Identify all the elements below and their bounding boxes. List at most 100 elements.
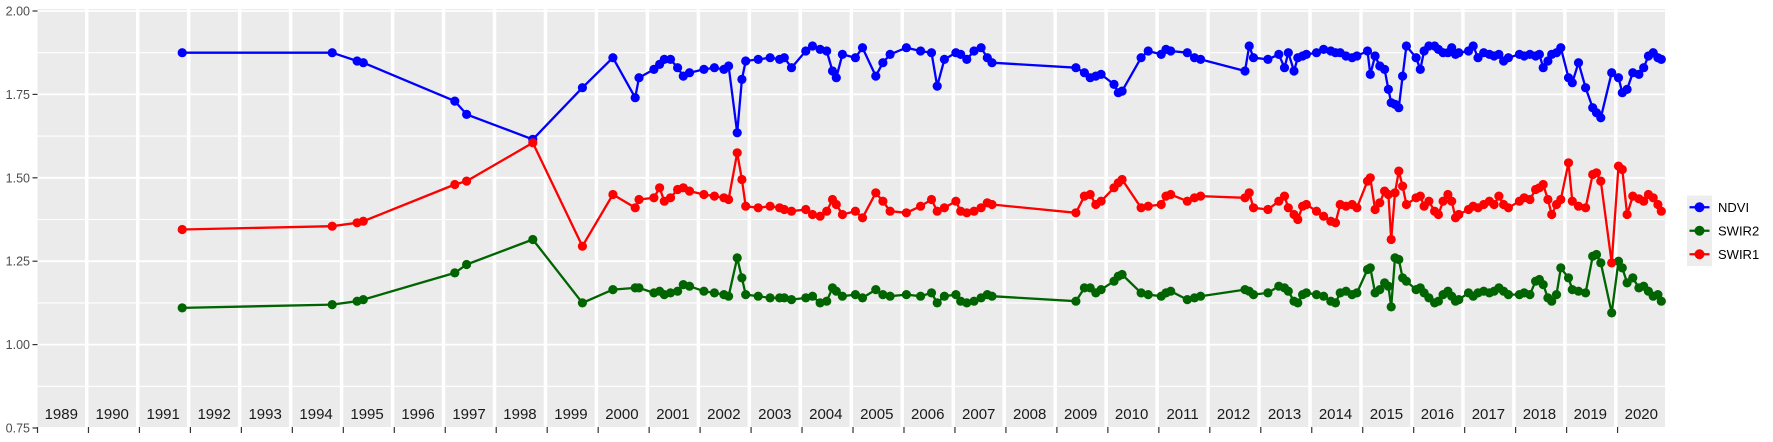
year-strip-label: 2011 xyxy=(1166,406,1198,423)
data-point-SWIR2 xyxy=(1375,285,1385,295)
data-point-SWIR1 xyxy=(932,206,942,216)
data-point-SWIR2 xyxy=(1656,296,1666,306)
data-point-SWIR1 xyxy=(1330,218,1341,228)
data-point-SWIR1 xyxy=(1617,164,1627,175)
data-point-NDVI xyxy=(1634,69,1644,79)
year-strip-label: 1996 xyxy=(401,406,434,423)
data-point-SWIR1 xyxy=(1096,196,1106,206)
year-strip-label: 2006 xyxy=(911,406,944,423)
data-point-SWIR2 xyxy=(926,288,937,298)
data-point-NDVI xyxy=(577,83,588,93)
data-point-NDVI xyxy=(1411,53,1421,63)
data-point-NDVI xyxy=(1503,53,1513,63)
data-point-SWIR1 xyxy=(649,193,659,203)
year-strip-label: 2008 xyxy=(1013,406,1046,423)
data-point-SWIR1 xyxy=(1319,211,1329,221)
data-point-NDVI xyxy=(709,63,720,73)
year-strip-label: 2018 xyxy=(1523,406,1556,423)
data-point-SWIR1 xyxy=(577,241,588,251)
data-point-SWIR1 xyxy=(1365,173,1375,183)
year-strip-label: 2007 xyxy=(962,406,995,423)
data-point-NDVI xyxy=(831,73,841,83)
data-point-SWIR1 xyxy=(1166,189,1176,200)
year-panel-1996 xyxy=(394,9,442,427)
data-point-SWIR1 xyxy=(1143,201,1153,211)
data-point-SWIR1 xyxy=(1248,203,1259,213)
data-point-SWIR1 xyxy=(1573,201,1584,211)
data-point-SWIR2 xyxy=(1283,286,1293,296)
data-point-SWIR2 xyxy=(1136,288,1146,298)
data-point-SWIR2 xyxy=(673,286,683,296)
data-point-SWIR2 xyxy=(1319,291,1329,301)
data-point-SWIR2 xyxy=(1301,288,1311,298)
data-point-SWIR2 xyxy=(1383,281,1393,291)
year-strip-label: 2001 xyxy=(656,406,689,423)
data-point-SWIR1 xyxy=(837,209,848,220)
data-point-SWIR2 xyxy=(634,283,644,293)
data-point-SWIR1 xyxy=(1370,204,1380,215)
year-strip-label: 2015 xyxy=(1370,406,1403,423)
year-panel-1993 xyxy=(241,9,289,427)
data-point-NDVI xyxy=(1109,79,1119,89)
data-point-SWIR2 xyxy=(741,290,751,300)
y-axis-tick-label: 0.75 xyxy=(6,422,30,436)
data-point-NDVI xyxy=(177,48,187,58)
year-panel-1995 xyxy=(343,9,391,427)
data-point-SWIR1 xyxy=(969,206,979,216)
data-point-NDVI xyxy=(1182,48,1192,58)
y-axis-tick-label: 1.25 xyxy=(6,255,30,269)
data-point-SWIR1 xyxy=(1424,196,1434,206)
year-panel-1991 xyxy=(139,9,187,427)
data-point-SWIR2 xyxy=(1596,258,1606,268)
data-point-NDVI xyxy=(1596,113,1606,123)
data-point-NDVI xyxy=(1468,41,1478,51)
data-point-NDVI xyxy=(1380,64,1390,74)
data-point-NDVI xyxy=(807,41,818,51)
data-point-NDVI xyxy=(987,58,997,68)
data-point-SWIR1 xyxy=(962,208,972,218)
data-point-SWIR1 xyxy=(951,196,961,206)
data-point-SWIR2 xyxy=(901,290,912,300)
legend-key-point xyxy=(1694,202,1705,213)
year-panel-2006 xyxy=(903,9,952,427)
data-point-NDVI xyxy=(608,53,618,63)
year-panel-2007 xyxy=(954,9,1003,427)
data-point-SWIR2 xyxy=(885,291,895,301)
data-point-SWIR2 xyxy=(528,234,538,245)
data-point-NDVI xyxy=(737,74,747,84)
data-point-SWIR2 xyxy=(1503,290,1513,300)
data-point-SWIR1 xyxy=(753,203,763,213)
data-point-NDVI xyxy=(857,43,868,53)
data-point-NDVI xyxy=(634,73,644,83)
data-point-NDVI xyxy=(1607,68,1617,78)
data-point-NDVI xyxy=(741,56,751,66)
data-point-SWIR1 xyxy=(1538,179,1548,190)
year-strip-label: 2014 xyxy=(1319,406,1352,423)
data-point-SWIR2 xyxy=(1401,276,1411,286)
data-point-SWIR1 xyxy=(684,186,695,196)
data-point-NDVI xyxy=(1196,54,1206,64)
data-point-SWIR2 xyxy=(608,285,618,295)
data-point-SWIR2 xyxy=(939,291,950,301)
data-point-SWIR1 xyxy=(1596,176,1606,186)
data-point-NDVI xyxy=(850,53,861,63)
data-point-NDVI xyxy=(1454,48,1464,58)
data-point-SWIR1 xyxy=(665,193,676,203)
data-point-SWIR1 xyxy=(1375,198,1385,208)
legend-key-point xyxy=(1694,249,1705,260)
data-point-SWIR1 xyxy=(1447,196,1457,206)
data-point-NDVI xyxy=(684,68,695,78)
data-point-SWIR2 xyxy=(577,298,588,308)
data-point-NDVI xyxy=(1622,84,1632,94)
data-point-SWIR1 xyxy=(177,224,187,235)
data-point-NDVI xyxy=(1274,49,1284,60)
data-point-SWIR1 xyxy=(1525,194,1535,205)
data-point-SWIR2 xyxy=(753,291,763,301)
data-point-NDVI xyxy=(1401,41,1411,51)
data-point-SWIR1 xyxy=(1556,194,1566,205)
year-panel-1998 xyxy=(496,9,544,427)
data-point-SWIR2 xyxy=(1591,249,1602,260)
year-panel-2014 xyxy=(1311,9,1360,427)
data-point-NDVI xyxy=(871,71,881,81)
